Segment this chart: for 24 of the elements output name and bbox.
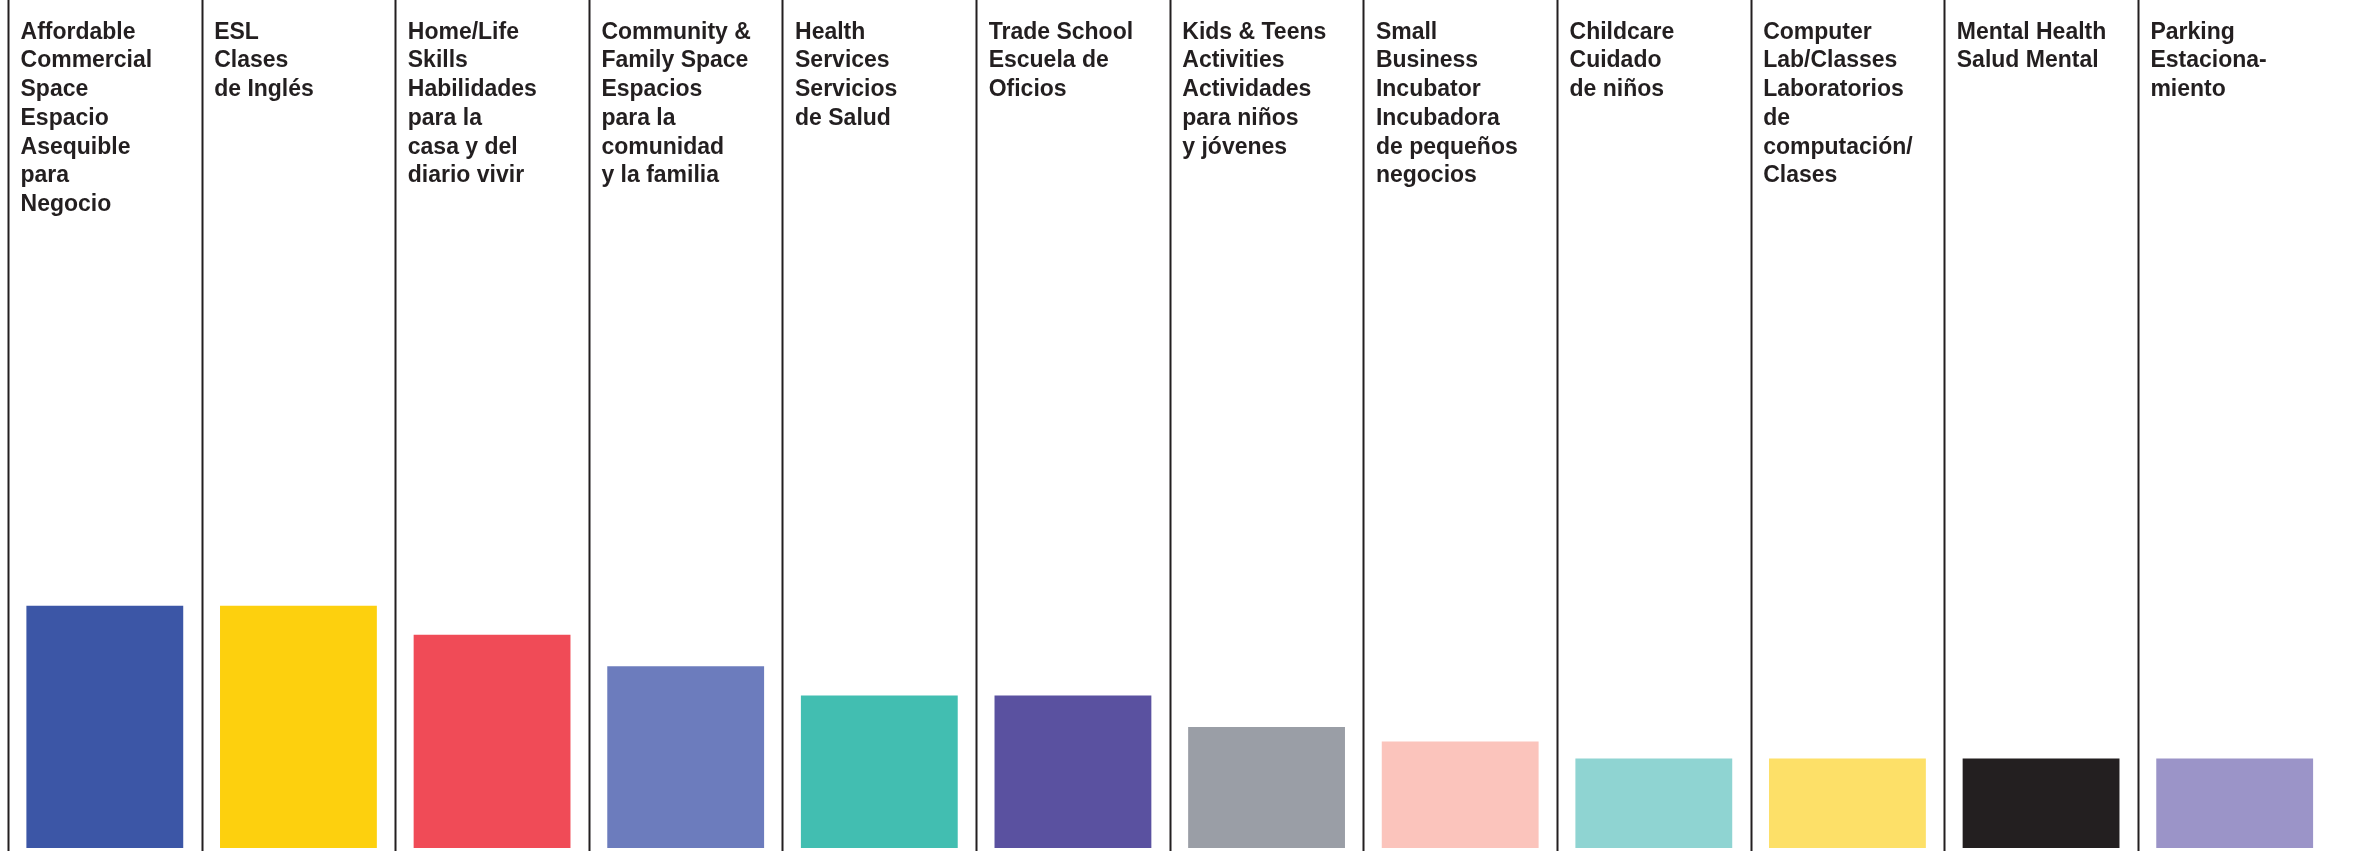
x-tick-label: Mental Health Salud Mental (1956, 17, 2107, 73)
x-tick-label: Childcare Cuidado de niños (1569, 17, 1675, 102)
bar (1962, 758, 2120, 848)
x-tick-label: Community & Family Space Espacios para la comunidad y la familia (601, 17, 751, 188)
bar (994, 695, 1152, 848)
bar (800, 695, 958, 848)
bar (1381, 741, 1539, 848)
bar (26, 605, 184, 848)
x-tick-label: Parking Estaciona- miento (2150, 17, 2267, 102)
bar (607, 666, 765, 848)
x-tick-label: ESL Clases de Inglés (214, 17, 314, 102)
x-tick-label: Trade School Escuela de Oficios (988, 17, 1134, 102)
bar (413, 634, 571, 848)
x-tick-label: Home/Life Skills Habilidades para la casa y del diario vivir (407, 17, 537, 188)
x-tick-label: Computer Lab/Classes Laboratorios de computación/ Clases (1763, 17, 1914, 188)
bar (1769, 758, 1926, 848)
bar (2156, 758, 2314, 848)
x-tick-label: Kids & Teens Activities Actividades para niños y jóvenes (1182, 17, 1327, 159)
bar (1575, 758, 1733, 848)
x-tick-label: Small Business Incubator Incubadora de pequeños negocios (1375, 17, 1518, 188)
x-tick-label: Health Services Servicios de Salud (795, 17, 898, 130)
bar (220, 605, 377, 848)
x-tick-label: Affordable Commercial Space Espacio Asequible para Negocio (20, 17, 153, 217)
bar (1188, 726, 1345, 848)
